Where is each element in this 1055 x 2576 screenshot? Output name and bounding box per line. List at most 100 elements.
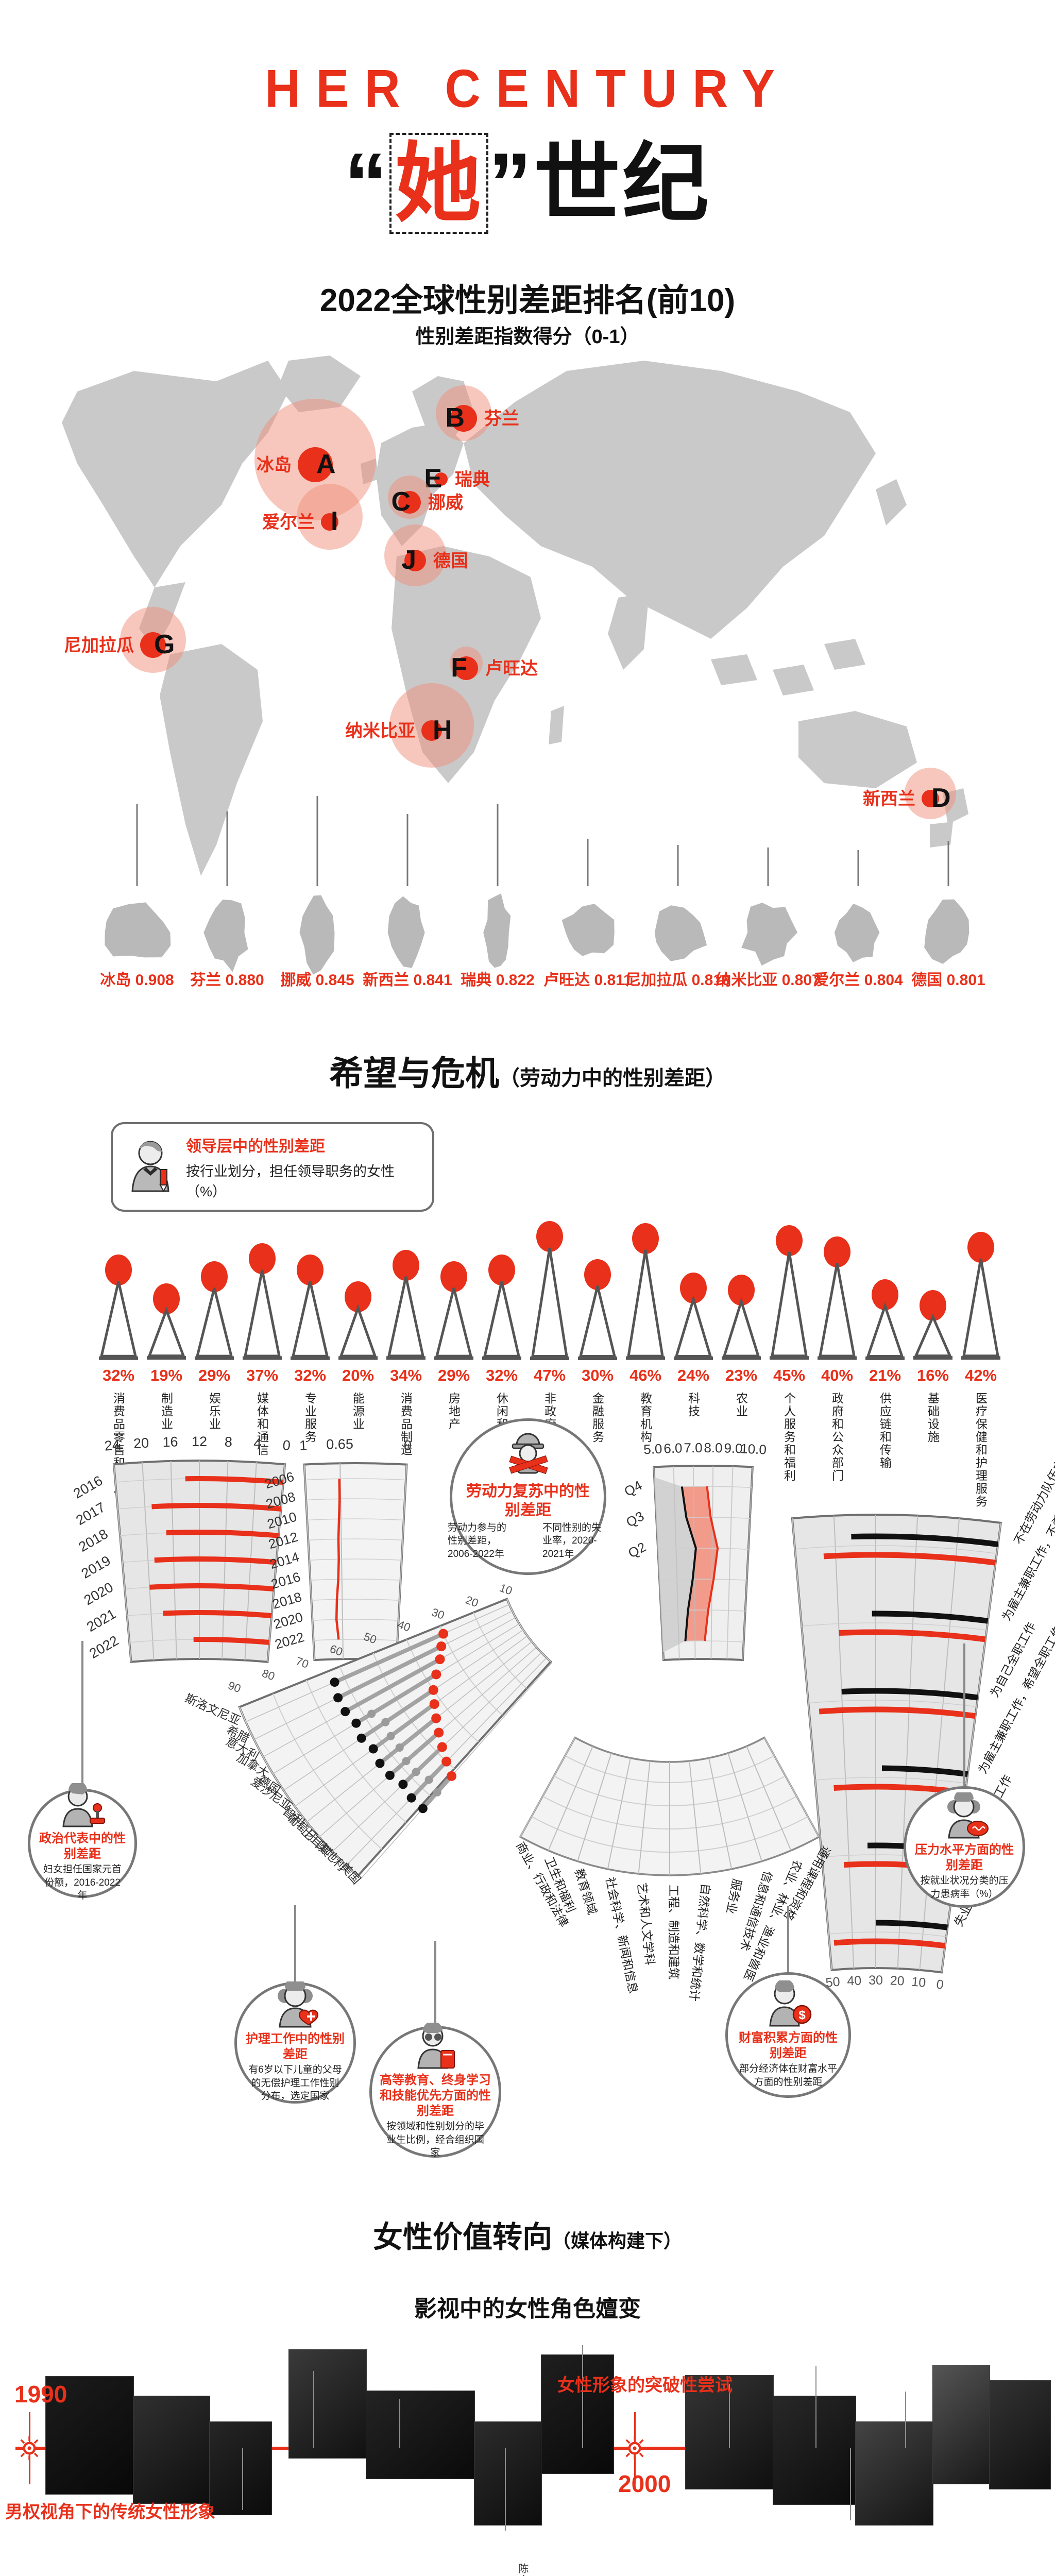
svg-text:尼加拉瓜 0.810: 尼加拉瓜 0.810 xyxy=(625,971,730,989)
svg-text:冰岛 0.908: 冰岛 0.908 xyxy=(100,972,174,989)
industry-label: 农业 xyxy=(734,1392,748,1418)
svg-text:$: $ xyxy=(798,2008,806,2022)
country-silhouette xyxy=(834,903,880,962)
badge-stress: 压力水平方面的性别差距 按就业状况分类的压力患病率（%） xyxy=(904,1786,1025,1908)
country-silhouette xyxy=(561,904,615,956)
badge-title: 政治代表中的性别差距 xyxy=(39,1832,126,1861)
svg-text:20: 20 xyxy=(464,1594,480,1610)
svg-text:纳米比亚 0.807: 纳米比亚 0.807 xyxy=(716,972,820,989)
svg-text:芬兰: 芬兰 xyxy=(484,409,519,429)
svg-text:2022: 2022 xyxy=(87,1633,121,1662)
svg-text:30: 30 xyxy=(430,1605,447,1622)
eye-icon xyxy=(623,2436,646,2460)
movie-still xyxy=(855,2421,933,2526)
svg-text:6.0: 6.0 xyxy=(663,1440,683,1456)
movie-still xyxy=(989,2380,1051,2489)
industry-percent: 37% xyxy=(246,1366,279,1384)
svg-text:德国: 德国 xyxy=(433,551,468,571)
country-silhouette xyxy=(654,905,707,961)
timeline-tick xyxy=(313,2371,314,2448)
svg-text:16: 16 xyxy=(162,1434,178,1450)
industry-triangle xyxy=(183,1259,245,1365)
country-silhouette xyxy=(924,899,969,964)
industry-label: 金融服务 xyxy=(590,1392,604,1444)
media-subtitle: 影视中的女性角色嬗变 xyxy=(414,2296,641,2321)
industry-label: 制造业 xyxy=(159,1392,173,1431)
industry-percent: 23% xyxy=(725,1366,758,1384)
badge-wealth: $ 财富积累方面的性别差距 部分经济体在财富水平方面的性别差距 xyxy=(725,1972,851,2098)
industry-percent: 29% xyxy=(437,1366,470,1384)
badge-text: 劳动力参与的性别差距，2006-2022年 xyxy=(448,1522,507,1560)
movie-still xyxy=(773,2396,856,2505)
svg-text:20: 20 xyxy=(133,1435,149,1451)
title-english: HER CENTURY xyxy=(265,59,790,119)
country-silhouette xyxy=(741,903,798,966)
timeline-tick xyxy=(582,2345,583,2448)
industry-percent: 16% xyxy=(916,1366,949,1384)
badge-text: 不同性别的失业率，2020-2021年 xyxy=(542,1522,602,1560)
badge-connector xyxy=(294,1905,296,1982)
woman-heart-icon xyxy=(264,1977,326,2031)
badge-title: 护理工作中的性别差距 xyxy=(246,2032,345,2062)
industry-label: 娱乐业 xyxy=(207,1392,221,1431)
svg-text:2018: 2018 xyxy=(76,1526,111,1555)
svg-text:服务业: 服务业 xyxy=(724,1877,744,1915)
svg-text:1: 1 xyxy=(299,1437,308,1453)
svg-text:挪威: 挪威 xyxy=(428,493,463,513)
industry-triangle xyxy=(327,1279,389,1365)
labor-recovery-radial-chart: 24 20 16 12 8 4 020162017201820192020202120221… xyxy=(71,1434,1055,2002)
svg-text:I: I xyxy=(331,506,338,536)
svg-text:H: H xyxy=(433,715,452,745)
world-map: 冰岛 0.908 芬兰 0.880 挪威 0.845 新西兰 0.841 瑞典 0.82… xyxy=(62,355,985,989)
svg-text:30: 30 xyxy=(869,1973,883,1988)
country-silhouette xyxy=(203,900,248,972)
svg-text:挪威 0.845: 挪威 0.845 xyxy=(280,972,354,989)
label-2000: 女性形象的突破性尝试 xyxy=(557,2376,733,2395)
industry-percent: 45% xyxy=(773,1366,806,1384)
svg-text:D: D xyxy=(931,783,951,813)
label-1990: 男权视角下的传统女性形象 xyxy=(5,2502,215,2522)
svg-text:A: A xyxy=(316,449,336,479)
svg-text:40: 40 xyxy=(847,1973,862,1988)
timeline-tick xyxy=(505,2448,506,2531)
svg-text:10: 10 xyxy=(911,1974,926,1990)
industry-triangle xyxy=(231,1241,293,1365)
badge-title: 劳动力复苏中的性别差距 xyxy=(466,1482,590,1519)
svg-text:新西兰: 新西兰 xyxy=(863,789,915,809)
svg-text:新西兰 0.841: 新西兰 0.841 xyxy=(363,972,452,989)
svg-text:2021: 2021 xyxy=(84,1606,118,1635)
svg-text:斯洛文尼亚: 斯洛文尼亚 xyxy=(183,1691,243,1728)
industry-triangle xyxy=(567,1257,628,1365)
badge-text: 有6岁以下儿童的父母的无偿护理工作性别分布，选定国家 xyxy=(248,2064,342,2102)
industry-triangle xyxy=(471,1252,533,1365)
badge-connector xyxy=(434,1941,436,2026)
svg-text:24: 24 xyxy=(104,1437,121,1454)
timeline-tick xyxy=(399,2399,400,2448)
legend-text: 按行业划分，担任领导职务的女性（%） xyxy=(186,1164,395,1199)
industry-percent: 30% xyxy=(581,1366,614,1384)
movie-still xyxy=(45,2376,134,2495)
badge-care: 护理工作中的性别差距 有6岁以下儿童的父母的无偿护理工作性别分布，选定国家 xyxy=(234,1977,356,2104)
industry-triangle xyxy=(375,1248,437,1365)
industry-percent: 46% xyxy=(629,1366,662,1384)
svg-text:瑞典 0.822: 瑞典 0.822 xyxy=(461,972,534,989)
svg-text:工程、制造和建筑: 工程、制造和建筑 xyxy=(667,1885,680,1979)
svg-text:瑞典: 瑞典 xyxy=(455,470,490,489)
svg-text:2020: 2020 xyxy=(271,1609,304,1632)
badge-recovery: 劳动力复苏中的性别差距 劳动力参与的性别差距，2006-2022年 不同性别的失业… xyxy=(448,1418,606,1575)
badge-connector xyxy=(787,1906,789,1972)
svg-text:9.0: 9.0 xyxy=(724,1440,743,1456)
industry-triangle xyxy=(279,1252,341,1365)
svg-text:2019: 2019 xyxy=(79,1553,113,1582)
svg-text:爱尔兰: 爱尔兰 xyxy=(262,513,315,532)
industry-label: 基础设施 xyxy=(926,1392,940,1444)
svg-text:2017: 2017 xyxy=(73,1499,108,1528)
country-silhouette xyxy=(483,893,511,968)
labor-section-title: 希望与危机（劳动力中的性别差距） xyxy=(329,1054,726,1092)
movie-still xyxy=(133,2396,210,2504)
svg-text:自然科学、数学和统计: 自然科学、数学和统计 xyxy=(687,1883,712,2002)
movie-caption: 陈小千 xyxy=(515,2563,530,2576)
badge-title: 高等教育、终身学习 和技能优先方面的性别差距 xyxy=(380,2073,491,2119)
svg-text:90: 90 xyxy=(226,1679,243,1696)
svg-text:8.0: 8.0 xyxy=(704,1440,722,1455)
